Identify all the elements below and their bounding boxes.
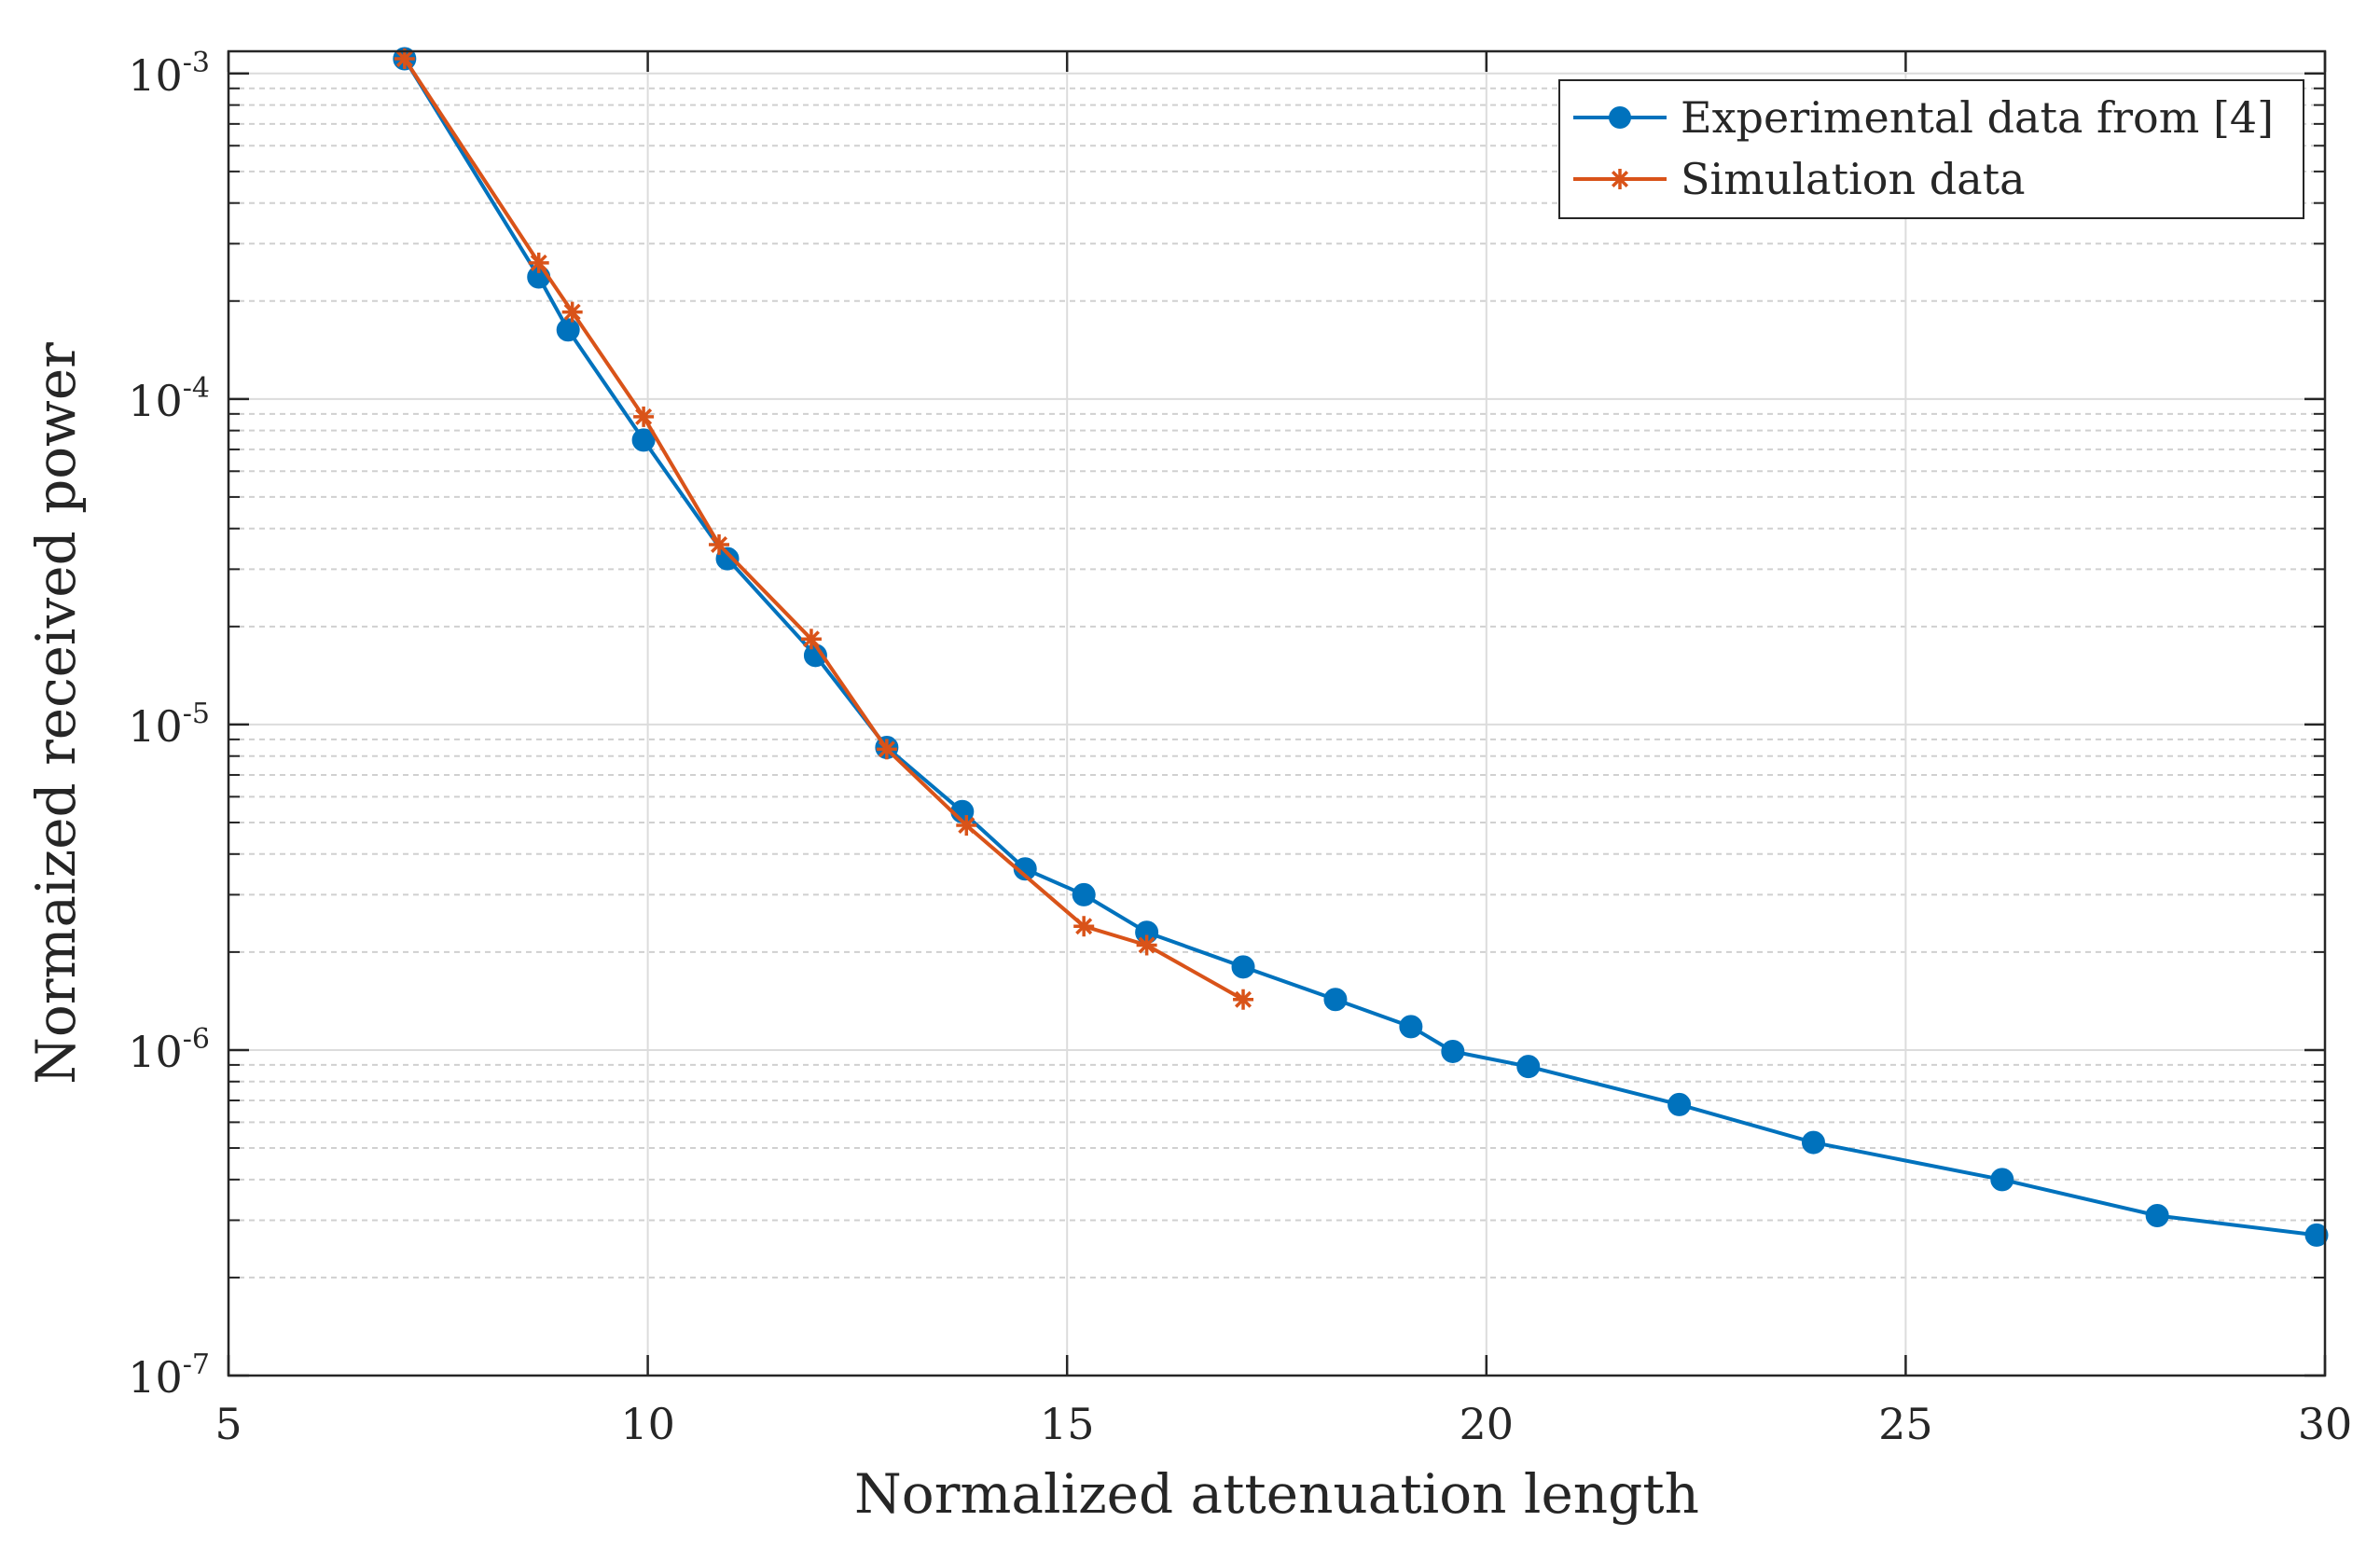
legend-entry-experimental: Experimental data from [4] xyxy=(1573,92,2274,143)
series-1 xyxy=(394,48,1254,1010)
data-point xyxy=(709,533,730,555)
data-point xyxy=(528,252,549,273)
plot-area xyxy=(228,51,2325,1376)
data-point xyxy=(800,629,822,650)
data-point xyxy=(1231,955,1255,979)
legend-marker-simulation xyxy=(1610,169,1630,189)
data-point xyxy=(1073,916,1095,937)
data-point xyxy=(1013,857,1037,881)
data-point xyxy=(1072,882,1096,906)
x-tick-label: 30 xyxy=(2298,1399,2353,1449)
y-tick-labels: 10-7 10-6 10-5 10-4 10-3 xyxy=(128,47,210,1403)
x-axis-label: Normalized attenuation length xyxy=(854,1462,1699,1526)
data-point xyxy=(561,301,583,323)
plot-frame xyxy=(227,49,2327,1377)
y-tick-label: 10-6 xyxy=(128,1023,210,1077)
x-tick-labels: 5 10 15 20 25 30 xyxy=(214,1399,2352,1449)
data-point xyxy=(876,739,897,760)
data-point xyxy=(1233,989,1254,1010)
data-point xyxy=(715,546,740,571)
data-point xyxy=(1990,1168,2014,1192)
legend-entry-simulation: Simulation data xyxy=(1573,154,2026,204)
legend-box xyxy=(1558,79,2304,219)
data-point xyxy=(1136,934,1157,956)
data-point xyxy=(2145,1203,2169,1227)
y-axis-label: Normaized received power xyxy=(24,342,88,1085)
axis-ticks xyxy=(227,51,2327,1377)
data-point xyxy=(633,406,655,427)
x-tick-label: 10 xyxy=(620,1399,675,1449)
x-tick-label: 15 xyxy=(1040,1399,1095,1449)
y-tick-label: 10-3 xyxy=(128,47,210,101)
data-point xyxy=(556,318,580,342)
data-point xyxy=(1801,1130,1825,1155)
legend-asterisk xyxy=(1610,169,1630,189)
legend-marker-experimental xyxy=(1609,106,1631,129)
data-point xyxy=(2304,1223,2329,1247)
x-tick-label: 5 xyxy=(214,1399,242,1449)
data-point xyxy=(1516,1055,1541,1079)
series-layer xyxy=(393,47,2329,1247)
x-tick-label: 20 xyxy=(1460,1399,1515,1449)
y-tick-label: 10-4 xyxy=(128,372,210,426)
legend-label-simulation: Simulation data xyxy=(1681,154,2026,204)
data-point xyxy=(631,428,656,452)
data-point xyxy=(1323,988,1348,1012)
data-point xyxy=(956,815,977,837)
legend-label-experimental: Experimental data from [4] xyxy=(1681,92,2274,143)
y-tick-label: 10-7 xyxy=(128,1348,210,1403)
data-point xyxy=(1399,1015,1423,1039)
x-tick-label: 25 xyxy=(1878,1399,1933,1449)
legend: Experimental data from [4] Simulation da… xyxy=(1558,79,2304,219)
data-point xyxy=(1441,1039,1465,1063)
y-tick-label: 10-5 xyxy=(128,698,210,752)
data-point xyxy=(1667,1092,1692,1116)
